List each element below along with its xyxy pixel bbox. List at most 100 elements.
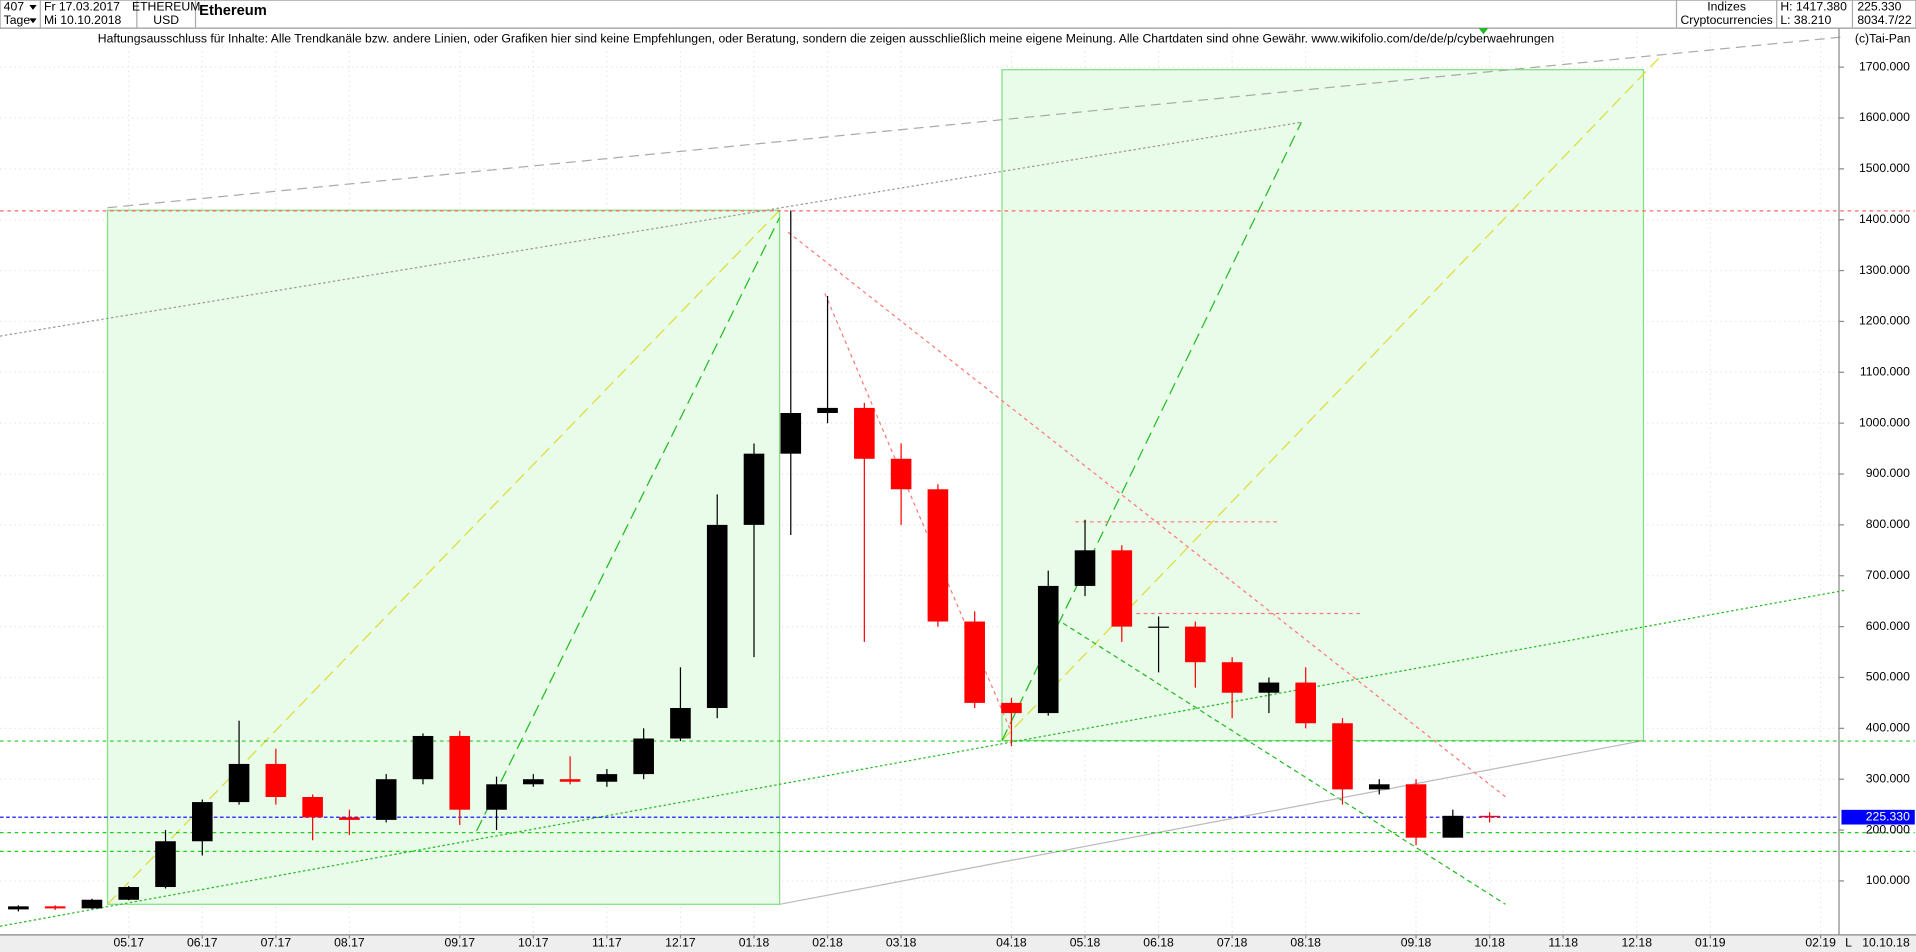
candle-body: [375, 779, 397, 820]
y-tick-label: 1100.000: [1860, 365, 1910, 379]
y-tick-label: 400.000: [1866, 721, 1910, 735]
x-axis-labels: 05.17 06.17 07.17 08.17 09.17 10.17 11.17 12.17…: [113, 934, 1836, 950]
group: Indizes: [1707, 0, 1746, 14]
x-tick-label: 01.19: [1695, 936, 1726, 950]
candle-body: [890, 458, 912, 490]
x-tick-label: 12.17: [665, 936, 696, 950]
x-tick-label: 10.17: [518, 936, 549, 950]
candle-body: [8, 906, 29, 910]
candle-body: [743, 453, 765, 525]
disclaimer: Haftungsausschluss für Inhalte: Alle Tre…: [98, 31, 1554, 45]
candle-body: [449, 735, 471, 810]
subgroup: Cryptocurrencies: [1680, 13, 1772, 27]
y-tick-label: 1700.000: [1859, 59, 1910, 73]
candle-body: [1332, 723, 1353, 790]
high: H: 1417.380: [1780, 0, 1847, 14]
x-tick-label: 08.18: [1290, 936, 1321, 950]
candle-body: [964, 621, 985, 703]
candle-body: [854, 407, 875, 459]
x-tick-label: 09.18: [1401, 936, 1432, 950]
x-tick-label: 06.18: [1143, 936, 1174, 950]
trend-line: [1062, 622, 1506, 905]
y-tick-label: 500.000: [1866, 670, 1910, 684]
currency: USD: [153, 13, 179, 27]
x-tick-label: 04.18: [996, 936, 1027, 950]
x-tick-label: 06.17: [187, 936, 218, 950]
candle-body: [412, 735, 434, 780]
candle-body: [1258, 682, 1280, 693]
period: Tage: [4, 13, 31, 27]
copyright: (c)Tai-Pan: [1855, 31, 1911, 45]
x-tick-label: 08.17: [334, 936, 365, 950]
x-tick-label: 05.18: [1070, 936, 1101, 950]
candles: [8, 210, 1500, 912]
candle-body: [191, 802, 213, 842]
x-tick-label: 07.18: [1217, 936, 1248, 950]
candle-body: [1185, 626, 1206, 663]
candle-body: [1037, 585, 1059, 714]
x-tick-label: 11.17: [592, 936, 622, 950]
trend-line: [787, 231, 1506, 798]
grid: [0, 26, 1840, 935]
trend-line: [107, 36, 1846, 209]
count: 407: [4, 0, 25, 14]
y-tick-label: 1300.000: [1859, 263, 1910, 277]
candle-body: [81, 899, 103, 909]
candle-body: [265, 763, 287, 797]
candle-body: [559, 779, 581, 782]
candle-body: [1405, 784, 1427, 838]
candle-body: [706, 524, 728, 708]
candle-body: [302, 796, 323, 818]
x-tick-label: 01.18: [739, 936, 770, 950]
dropdown-arrow[interactable]: [29, 18, 37, 24]
candle-body: [1295, 682, 1317, 724]
x-tick-label: 12.18: [1621, 936, 1652, 950]
candle-body: [228, 763, 250, 803]
y-tick-label: 1200.000: [1859, 314, 1910, 328]
x-tick-label: 05.17: [113, 936, 144, 950]
x-tick-label: 07.17: [261, 936, 292, 950]
y-tick-label: 200.000: [1866, 822, 1910, 836]
x-tick-label: 02.18: [812, 936, 843, 950]
candle-body: [927, 489, 949, 622]
y-tick-label: 900.000: [1866, 466, 1910, 480]
y-tick-label: 100.000: [1866, 873, 1910, 887]
x-tick-label: 11.18: [1548, 936, 1578, 950]
candle-body: [118, 887, 140, 900]
candle-body: [817, 407, 838, 413]
low: L: 38.210: [1780, 13, 1831, 27]
y-tick-label: 1500.000: [1859, 161, 1910, 175]
candle-body: [44, 906, 66, 909]
last: 225.330: [1857, 0, 1901, 14]
dropdown-arrow[interactable]: [29, 4, 37, 10]
candle-body: [1074, 550, 1096, 586]
y-tick-label: 1000.000: [1859, 415, 1910, 429]
y-tick-label: 300.000: [1866, 771, 1910, 785]
x-tick-label: 10.18: [1474, 936, 1505, 950]
x-tick-label: 02.19: [1805, 936, 1836, 950]
y-tick-label: 1600.000: [1859, 110, 1910, 124]
trend-line: [779, 739, 1644, 905]
candle-body: [1442, 815, 1464, 838]
trend-line: [107, 209, 781, 905]
candle-body: [1111, 550, 1133, 627]
candle-body: [1148, 626, 1169, 628]
y-tick-label: 600.000: [1866, 619, 1910, 633]
marker: [1478, 28, 1489, 35]
symbol: ETHEREUM: [132, 0, 200, 14]
trend-line: [476, 217, 781, 832]
candle-body: [523, 779, 544, 785]
candle-body: [1479, 815, 1500, 818]
corner-label: L: [1845, 936, 1852, 950]
candle-body: [670, 707, 691, 739]
info: 8034.7/22: [1857, 13, 1912, 27]
candle-body: [1001, 702, 1022, 714]
end-date: Mi 10.10.2018: [44, 13, 122, 27]
candle-body: [339, 817, 360, 820]
price-label: 225.330: [1866, 809, 1910, 823]
y-tick-label: 1400.000: [1859, 212, 1910, 226]
x-tick-label: 03.18: [886, 936, 917, 950]
header-bar: [0, 0, 1916, 29]
date-label: 10.10.18: [1862, 936, 1910, 950]
